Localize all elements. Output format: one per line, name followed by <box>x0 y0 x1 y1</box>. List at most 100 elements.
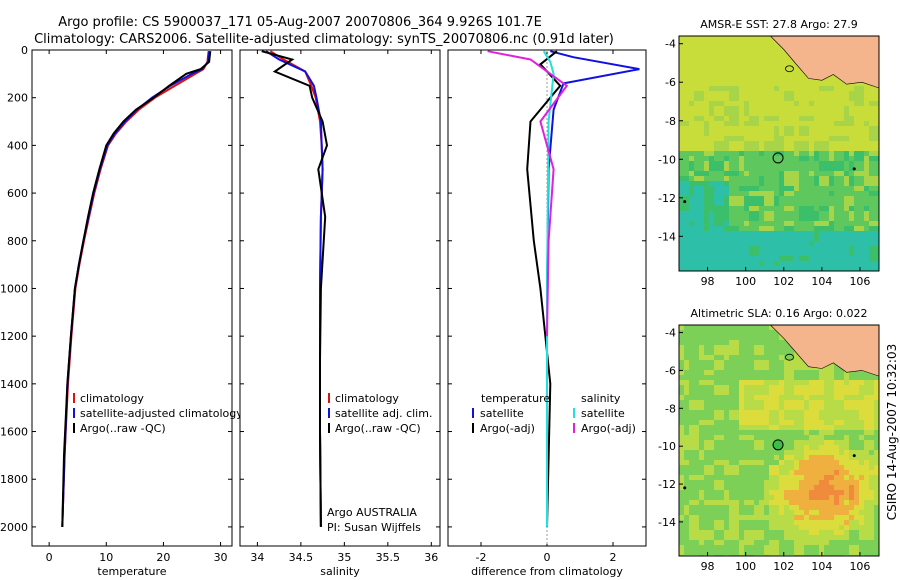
map-cell <box>824 236 829 241</box>
map-cell <box>694 470 699 475</box>
map-cell <box>684 196 689 201</box>
map-cell <box>779 415 784 420</box>
map-cell <box>679 400 684 405</box>
map-cell <box>774 261 779 266</box>
map-cell <box>769 430 774 435</box>
map-cell <box>869 166 874 171</box>
map-cell <box>804 465 809 470</box>
map-cell <box>744 490 749 495</box>
map-cell <box>734 196 739 201</box>
map-cell <box>724 430 729 435</box>
map-cell <box>859 96 864 101</box>
map-cell <box>839 375 844 380</box>
map-cell <box>679 525 684 530</box>
map-cell <box>869 425 874 430</box>
map-cell <box>859 425 864 430</box>
map-cell <box>689 111 694 116</box>
map-cell <box>719 226 724 231</box>
map-cell <box>699 231 704 236</box>
map-cell <box>694 221 699 226</box>
map-cell <box>689 430 694 435</box>
map-cell <box>764 460 769 465</box>
map-cell <box>819 246 824 251</box>
map-cell <box>834 470 839 475</box>
map-cell <box>834 201 839 206</box>
map-cell <box>729 530 734 535</box>
map-cell <box>829 530 834 535</box>
map-cell <box>719 81 724 86</box>
map-cell <box>844 465 849 470</box>
map-cell <box>739 365 744 370</box>
map-cell <box>704 131 709 136</box>
map-cell <box>734 241 739 246</box>
map-cell <box>744 121 749 126</box>
map-cell <box>764 360 769 365</box>
map-cell <box>679 126 684 131</box>
map-cell <box>744 101 749 106</box>
map-cell <box>754 36 759 41</box>
map-cell <box>734 96 739 101</box>
map-cell <box>789 430 794 435</box>
map-cell <box>724 510 729 515</box>
map-cell <box>764 76 769 81</box>
map-cell <box>739 131 744 136</box>
map-cell <box>869 440 874 445</box>
map-cell <box>754 450 759 455</box>
map-cell <box>749 191 754 196</box>
map-cell <box>699 480 704 485</box>
map-cell <box>739 460 744 465</box>
map-cell <box>834 106 839 111</box>
map-cell <box>759 251 764 256</box>
map-cell <box>819 540 824 545</box>
map-cell <box>814 420 819 425</box>
map-cell <box>699 345 704 350</box>
map-cell <box>759 261 764 266</box>
map-cell <box>739 91 744 96</box>
map-cell <box>849 415 854 420</box>
map-cell <box>864 445 869 450</box>
map-cell <box>764 166 769 171</box>
map-cell <box>729 36 734 41</box>
map-cell <box>814 485 819 490</box>
map-cell <box>709 216 714 221</box>
x-tick-label: 35 <box>337 551 351 564</box>
map-cell <box>729 545 734 550</box>
legend-label: climatology <box>80 392 144 405</box>
map-cell <box>839 460 844 465</box>
map-cell <box>679 101 684 106</box>
map-cell <box>874 166 879 171</box>
map-cell <box>839 251 844 256</box>
map-cell <box>854 405 859 410</box>
map-cell <box>749 465 754 470</box>
map-x-tick-label: 104 <box>811 560 832 573</box>
map-cell <box>819 545 824 550</box>
map-cell <box>699 96 704 101</box>
map-cell <box>809 181 814 186</box>
map-cell <box>829 430 834 435</box>
map-cell <box>769 201 774 206</box>
map-cell <box>684 226 689 231</box>
map-cell <box>714 216 719 221</box>
map-cell <box>864 430 869 435</box>
map-cell <box>779 176 784 181</box>
map-cell <box>844 141 849 146</box>
map-cell <box>864 485 869 490</box>
map-cell <box>789 61 794 66</box>
map-cell <box>789 91 794 96</box>
map-cell <box>689 131 694 136</box>
map-cell <box>774 410 779 415</box>
map-cell <box>719 335 724 340</box>
map-cell <box>849 435 854 440</box>
map-cell <box>779 520 784 525</box>
map-cell <box>679 545 684 550</box>
map-cell <box>684 370 689 375</box>
map-cell <box>714 475 719 480</box>
map-cell <box>779 196 784 201</box>
map-cell <box>844 470 849 475</box>
map-cell <box>774 430 779 435</box>
map-cell <box>709 445 714 450</box>
map-cell <box>729 480 734 485</box>
map-cell <box>694 116 699 121</box>
map-cell <box>719 181 724 186</box>
map-cell <box>799 515 804 520</box>
